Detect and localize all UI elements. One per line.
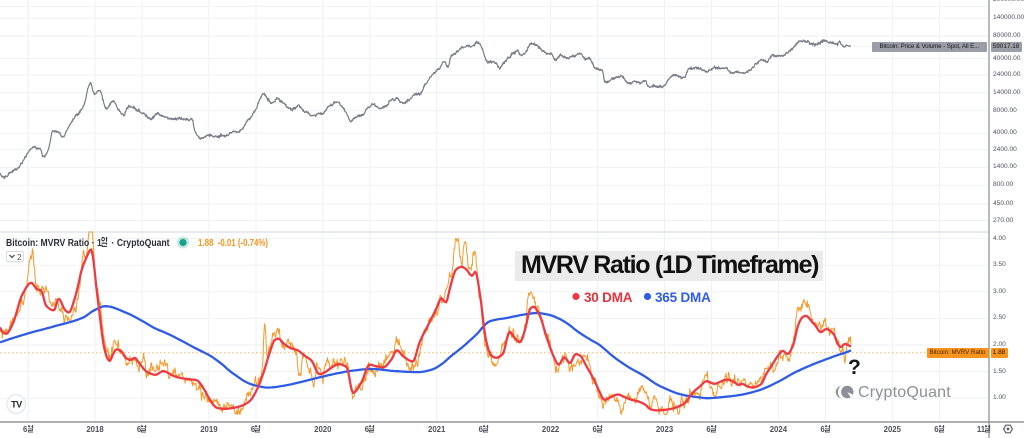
svg-text:TV: TV: [11, 400, 23, 410]
svg-text:2: 2: [17, 252, 22, 261]
